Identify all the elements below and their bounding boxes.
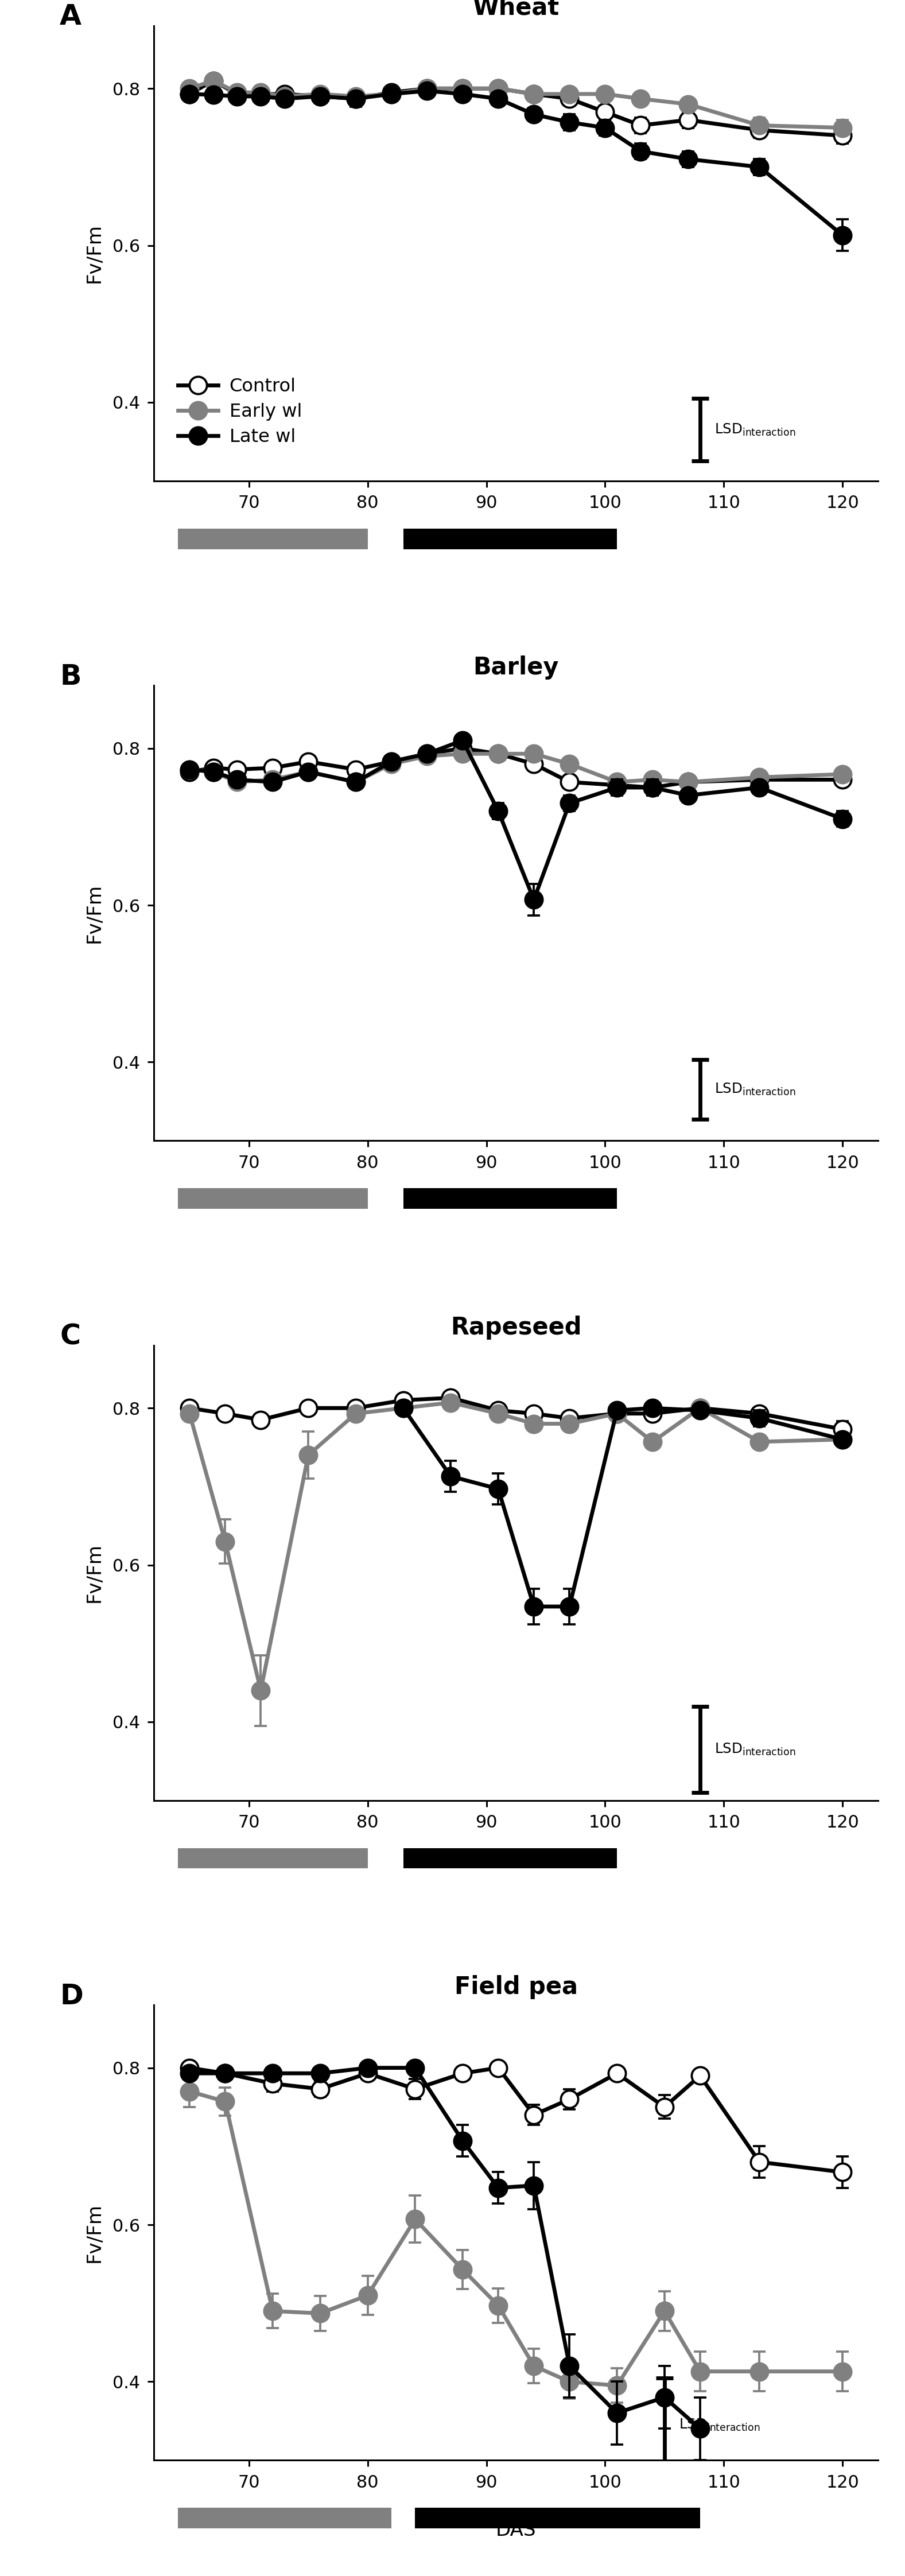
Text: C: C [60, 1321, 81, 1350]
Bar [415, 2509, 700, 2527]
X-axis label: DAS: DAS [496, 2522, 536, 2540]
Text: B: B [60, 662, 81, 690]
Y-axis label: Fv/Fm: Fv/Fm [84, 884, 103, 943]
Title: Rapeseed: Rapeseed [451, 1316, 581, 1340]
Bar [177, 2509, 391, 2527]
Y-axis label: Fv/Fm: Fv/Fm [84, 1543, 103, 1602]
Bar [177, 528, 367, 549]
Legend: Control, Early wl, Late wl: Control, Early wl, Late wl [170, 371, 310, 453]
Text: LSD$_{\mathregular{interaction}}$: LSD$_{\mathregular{interaction}}$ [714, 1741, 795, 1757]
Text: LSD$_{\mathregular{interaction}}$: LSD$_{\mathregular{interaction}}$ [714, 422, 795, 438]
Text: A: A [60, 3, 81, 31]
Bar [177, 1847, 367, 1868]
Y-axis label: Fv/Fm: Fv/Fm [84, 224, 103, 283]
Bar [403, 1847, 616, 1868]
Title: Barley: Barley [473, 657, 558, 680]
Bar [177, 1188, 367, 1208]
Bar [403, 1188, 616, 1208]
Title: Field pea: Field pea [454, 1976, 577, 1999]
Y-axis label: Fv/Fm: Fv/Fm [84, 2202, 103, 2262]
Bar [403, 528, 616, 549]
Text: LSD$_{\mathregular{interaction}}$: LSD$_{\mathregular{interaction}}$ [679, 2416, 759, 2432]
Title: Wheat: Wheat [472, 0, 559, 21]
Text: D: D [60, 1984, 83, 2009]
Text: LSD$_{\mathregular{interaction}}$: LSD$_{\mathregular{interaction}}$ [714, 1082, 795, 1097]
